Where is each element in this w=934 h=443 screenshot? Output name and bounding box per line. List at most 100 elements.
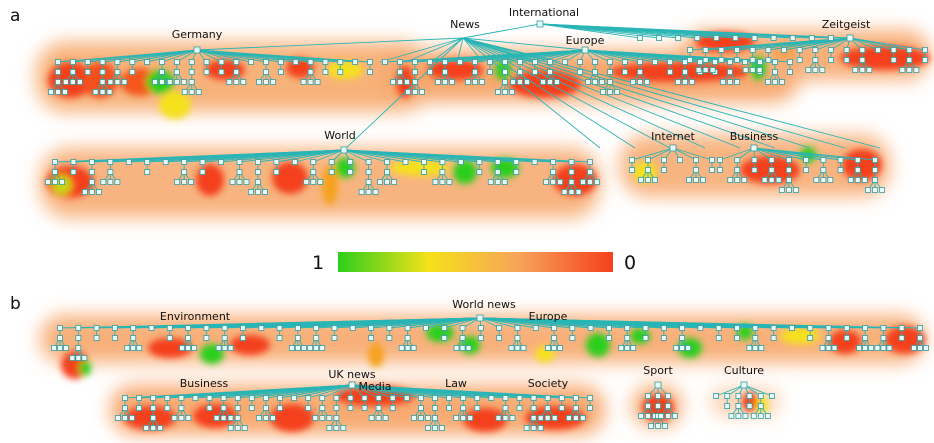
hotspot	[270, 404, 314, 432]
tree-node	[660, 325, 667, 331]
tree-node	[421, 169, 427, 175]
tree-edge	[257, 149, 345, 163]
tree-node	[713, 393, 719, 399]
tree-node	[185, 335, 191, 341]
tree-edge	[132, 49, 198, 63]
tree-node	[136, 395, 142, 401]
tree-node	[59, 179, 65, 185]
tree-node	[57, 345, 63, 351]
tree-node	[310, 179, 317, 185]
tree-node	[474, 395, 481, 401]
tree-node	[347, 169, 354, 175]
tree-node	[404, 325, 411, 331]
tree-edge	[196, 49, 237, 63]
tree-node	[749, 67, 756, 73]
tree-edge	[276, 149, 345, 163]
tree-node	[75, 355, 82, 361]
label-law: Law	[445, 377, 467, 390]
tree-node	[412, 59, 418, 65]
tree-node	[868, 345, 875, 351]
tree-node	[144, 59, 151, 65]
tree-node	[107, 79, 114, 85]
tree-node	[854, 167, 861, 173]
tree-node	[502, 415, 509, 421]
tree-node	[418, 405, 424, 411]
tree-node	[772, 59, 778, 65]
tree-node	[655, 403, 661, 409]
tree-node	[752, 335, 759, 341]
hotspot	[427, 60, 483, 80]
tree-node	[875, 47, 881, 53]
tree-node	[502, 89, 508, 95]
tree-node	[326, 425, 333, 431]
tree-node	[785, 157, 792, 163]
tree-node	[248, 189, 254, 195]
tree-node	[367, 69, 373, 75]
tree-node	[307, 69, 314, 75]
tree-node	[365, 169, 372, 175]
tree-edge	[753, 147, 790, 161]
tree-node	[751, 157, 758, 163]
tree-edge	[753, 147, 876, 161]
tree-node	[220, 395, 227, 401]
tree-node	[758, 345, 765, 351]
hotspot	[124, 406, 176, 430]
tree-node	[240, 335, 246, 341]
tree-node	[551, 415, 558, 421]
panel-b-letter: b	[10, 294, 21, 314]
tree-node	[276, 325, 283, 331]
tree-node	[449, 79, 455, 85]
tree-node	[377, 179, 383, 185]
panel-a-nodes	[45, 20, 928, 195]
tree-node	[52, 179, 58, 185]
tree-node	[551, 325, 557, 331]
tree-node	[687, 57, 693, 63]
tree-node	[412, 79, 418, 85]
tree-node	[331, 325, 338, 331]
tree-node	[702, 67, 709, 73]
tree-node	[550, 179, 557, 185]
tree-node	[734, 79, 740, 85]
tree-node	[477, 335, 484, 341]
tree-node	[550, 169, 557, 175]
tree-node	[188, 69, 195, 75]
tree-node	[130, 345, 137, 351]
tree-node	[427, 59, 433, 65]
tree-node	[333, 415, 340, 421]
tree-node	[911, 345, 917, 351]
tree-node	[375, 415, 382, 421]
tree-node	[614, 89, 620, 95]
tree-node	[544, 415, 551, 421]
tree-node	[861, 177, 868, 183]
tree-node	[173, 59, 180, 65]
tree-node	[502, 69, 508, 75]
tree-node	[741, 177, 748, 183]
tree-node	[263, 69, 269, 75]
tree-node	[425, 425, 431, 431]
label-world-news: World news	[452, 298, 516, 311]
tree-node	[391, 179, 397, 185]
tree-node	[181, 159, 188, 165]
tree-node	[465, 345, 472, 351]
tree-node	[594, 179, 600, 185]
tree-node	[331, 335, 338, 341]
tree-edge	[584, 49, 611, 63]
tree-node	[757, 403, 764, 409]
tree-node	[227, 415, 234, 421]
tree-node	[347, 159, 354, 165]
tree-node	[300, 345, 307, 351]
tree-node	[709, 167, 715, 173]
tree-node	[532, 69, 538, 75]
tree-node	[76, 79, 83, 85]
tree-node	[686, 177, 692, 183]
tree-node	[442, 79, 448, 85]
tree-node	[174, 179, 181, 185]
tree-node	[439, 159, 446, 165]
tree-node	[234, 395, 241, 401]
tree-node	[648, 423, 654, 429]
tree-node	[828, 47, 834, 53]
tree-node	[667, 59, 673, 65]
panel-b: b	[10, 294, 929, 435]
tree-node	[328, 159, 335, 165]
tree-node	[292, 59, 299, 65]
